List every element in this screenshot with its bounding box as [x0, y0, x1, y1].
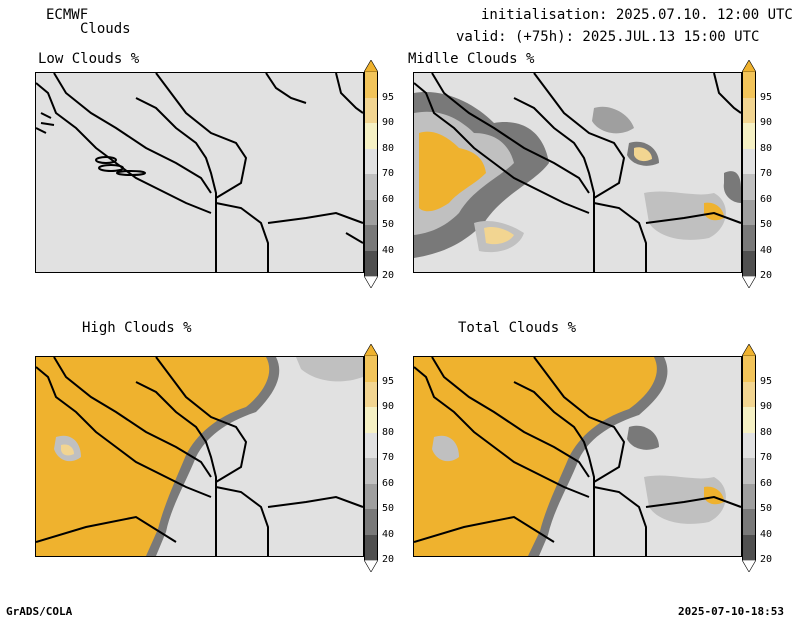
colorbar-middle: 95 90 80 70 60 50 40 20 [742, 60, 772, 290]
init-time: initialisation: 2025.07.10. 12:00 UTC [481, 7, 793, 23]
colorbar-segment [364, 534, 378, 560]
colorbar-segment [742, 225, 756, 251]
colorbar-segment [742, 148, 756, 174]
low-clouds-field [36, 73, 363, 272]
colorbar-segment [364, 432, 378, 458]
colorbar-bottom-triangle [364, 560, 378, 572]
colorbar-segment [742, 174, 756, 200]
colorbar-label: 50 [382, 219, 395, 230]
total-clouds-field [414, 357, 741, 556]
colorbar-segment [742, 458, 756, 484]
colorbar-label: 70 [382, 452, 395, 463]
colorbar-segment [364, 174, 378, 200]
colorbar-segment [364, 250, 378, 276]
colorbar-label: 70 [382, 168, 395, 179]
footer-timestamp: 2025-07-10-18:53 [678, 605, 784, 618]
colorbar-label: 60 [760, 477, 773, 489]
colorbar-segment [742, 483, 756, 509]
colorbar-label: 40 [382, 528, 395, 540]
colorbar-segment [742, 381, 756, 407]
colorbar-label: 70 [760, 168, 773, 179]
map-high-clouds [35, 356, 364, 557]
colorbar-segment [364, 72, 378, 98]
colorbar-segment [742, 407, 756, 433]
panel-title-high: High Clouds % [82, 320, 192, 336]
model-label: ECMWF [46, 7, 89, 23]
colorbar-bottom-triangle [364, 276, 378, 288]
colorbar-label: 90 [382, 401, 395, 412]
colorbar-top-triangle [364, 60, 378, 72]
colorbar-bottom-triangle [742, 276, 756, 288]
panel-title-middle: Midlle Clouds % [408, 51, 535, 67]
colorbar-segment [364, 407, 378, 433]
middle-clouds-field [414, 73, 741, 272]
colorbar-high: 95 90 80 70 60 50 40 20 [364, 344, 394, 574]
colorbar-label: 90 [382, 117, 395, 128]
colorbar-label: 60 [760, 193, 773, 205]
colorbar-label: 95 [382, 91, 395, 103]
colorbar-label: 40 [760, 244, 773, 256]
colorbar-segment [742, 432, 756, 458]
colorbar-segment [364, 123, 378, 149]
colorbar-label: 80 [382, 142, 395, 154]
colorbar-top-triangle [742, 344, 756, 356]
colorbar-segment [364, 97, 378, 123]
colorbar-label: 60 [382, 193, 395, 205]
colorbar-label: 40 [382, 244, 395, 256]
colorbar-segment [364, 225, 378, 251]
valid-time: valid: (+75h): 2025.JUL.13 15:00 UTC [456, 29, 760, 45]
colorbar-total: 95 90 80 70 60 50 40 20 [742, 344, 772, 574]
colorbar-label: 60 [382, 477, 395, 489]
panel-title-total: Total Clouds % [458, 320, 577, 336]
colorbar-label: 70 [760, 452, 773, 463]
product-label: Clouds [80, 21, 131, 37]
colorbar-segment [364, 148, 378, 174]
colorbar-segment [742, 250, 756, 276]
colorbar-label: 95 [382, 375, 395, 387]
colorbar-label: 90 [760, 401, 773, 412]
colorbar-segment [742, 199, 756, 225]
colorbar-label: 50 [382, 503, 395, 514]
colorbar-segment [364, 509, 378, 535]
colorbar-segment [364, 483, 378, 509]
colorbar-label: 80 [382, 426, 395, 438]
map-total-clouds [413, 356, 742, 557]
colorbar-label: 50 [760, 503, 773, 514]
panel-title-low: Low Clouds % [38, 51, 140, 67]
colorbar-label: 50 [760, 219, 773, 230]
colorbar-segment [742, 509, 756, 535]
map-low-clouds [35, 72, 364, 273]
colorbar-segment [364, 356, 378, 382]
high-clouds-field [36, 357, 363, 556]
colorbar-top-triangle [742, 60, 756, 72]
map-middle-clouds [413, 72, 742, 273]
colorbar-label: 20 [382, 270, 395, 281]
colorbar-bottom-triangle [742, 560, 756, 572]
colorbar-label: 95 [760, 91, 773, 103]
colorbar-label: 20 [382, 554, 395, 565]
colorbar-label: 80 [760, 142, 773, 154]
colorbar-segment [364, 199, 378, 225]
colorbar-segment [364, 458, 378, 484]
colorbar-low: 95 90 80 70 60 50 40 20 [364, 60, 394, 290]
colorbar-segment [742, 72, 756, 98]
colorbar-segment [742, 123, 756, 149]
colorbar-label: 80 [760, 426, 773, 438]
colorbar-label: 90 [760, 117, 773, 128]
footer-software: GrADS/COLA [6, 605, 73, 618]
colorbar-top-triangle [364, 344, 378, 356]
colorbar-label: 20 [760, 270, 773, 281]
colorbar-label: 95 [760, 375, 773, 387]
colorbar-segment [742, 356, 756, 382]
colorbar-segment [364, 381, 378, 407]
colorbar-segment [742, 534, 756, 560]
colorbar-label: 20 [760, 554, 773, 565]
colorbar-segment [742, 97, 756, 123]
colorbar-label: 40 [760, 528, 773, 540]
